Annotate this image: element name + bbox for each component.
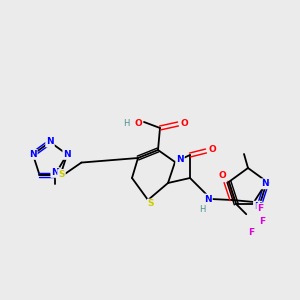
Text: N: N xyxy=(29,150,37,159)
Text: S: S xyxy=(148,200,154,208)
Text: N: N xyxy=(51,168,59,177)
Text: N: N xyxy=(176,155,184,164)
Text: F: F xyxy=(259,217,265,226)
Text: O: O xyxy=(134,118,142,127)
Text: N: N xyxy=(204,194,212,203)
Text: H: H xyxy=(123,118,129,127)
Text: O: O xyxy=(218,172,226,181)
Text: O: O xyxy=(208,145,216,154)
Text: O: O xyxy=(180,119,188,128)
Text: F: F xyxy=(248,228,254,237)
Text: N: N xyxy=(46,137,54,146)
Text: S: S xyxy=(58,170,65,179)
Text: N: N xyxy=(63,150,71,159)
Text: H: H xyxy=(199,206,205,214)
Text: N: N xyxy=(261,179,269,188)
Text: F: F xyxy=(257,204,263,213)
Text: N: N xyxy=(57,170,64,179)
Text: N: N xyxy=(254,202,262,211)
